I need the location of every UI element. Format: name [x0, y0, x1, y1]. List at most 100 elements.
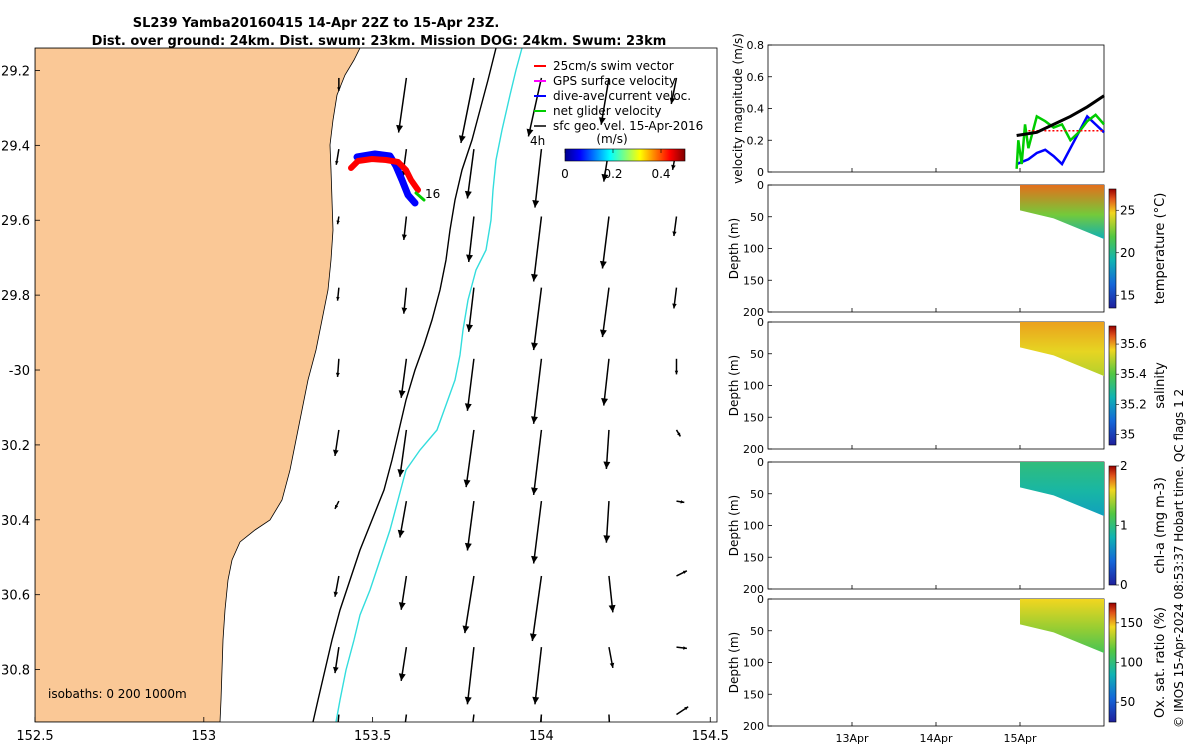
track-red: [348, 156, 421, 193]
panel-ylabel: velocity magnitude (m/s): [731, 33, 745, 184]
map-colorbar-ticks: 0 0.2 0.4: [561, 149, 671, 181]
lon-tick-label: 153.5: [354, 729, 391, 744]
lat-tick-label: -30: [9, 364, 30, 379]
geo-velocity-vector: [404, 714, 408, 722]
ytick-label: 200: [743, 720, 764, 733]
geo-velocity-vector: [608, 575, 616, 613]
colorbar-tick-label: 25: [1120, 203, 1135, 217]
geo-velocity-vector: [398, 646, 408, 682]
ytick-label: 0: [757, 593, 764, 606]
ytick-label: 200: [743, 443, 764, 456]
geo-velocity-vector: [397, 429, 408, 477]
legend-label-gps: GPS surface velocity: [553, 74, 676, 88]
side-note: © IMOS 15-Apr-2024 08:53:37 Hobart time.…: [1172, 389, 1186, 728]
legend-item-net: net glider velocity: [534, 104, 661, 118]
xtick-label: 14Apr: [919, 732, 953, 745]
colorbar-label: salinity: [1153, 362, 1168, 409]
colorbar-label: Ox. sat. ratio (%): [1153, 607, 1168, 718]
geo-velocity-vector: [333, 429, 340, 457]
lat-tick-label: 30.2: [1, 439, 30, 454]
colorbar-label: chl-a (mg m-3): [1153, 477, 1168, 574]
ytick-label: 50: [750, 211, 764, 224]
geo-velocity-vector: [674, 358, 679, 375]
panel-frame: [767, 44, 1105, 173]
profile-panel-2: Depth (m) 0 50 100 150 200 15 20 25 temperature (…: [727, 179, 1168, 319]
panel-colorbar: 0 1 2 chl-a (mg m-3): [1108, 459, 1168, 592]
map-legend: 25cm/s swim vector GPS surface velocity …: [534, 59, 703, 133]
legend-label-dive: dive-ave current veloc.: [553, 89, 691, 103]
section-data-patch: [1020, 599, 1104, 653]
track-blue: [353, 150, 419, 207]
lon-tick-label: 154: [529, 729, 554, 744]
ytick-label: 50: [750, 625, 764, 638]
glider-track: [348, 150, 426, 207]
panel-colorbar: 15 20 25 temperature (°C): [1108, 188, 1168, 309]
map-lat-ticks: 29.2 29.4 29.6 29.8 -30 30.2 30.4 30.6 30.8: [1, 64, 40, 679]
geo-velocity-vector: [396, 77, 408, 133]
geo-velocity-vector: [337, 714, 340, 722]
geo-velocity-vector: [336, 287, 340, 301]
colorbar-tick-label: 20: [1120, 246, 1135, 260]
xtick-label: 15Apr: [1003, 732, 1037, 745]
geo-velocity-vector: [603, 429, 611, 469]
geo-velocity-vector: [464, 149, 475, 199]
coastline-land: [35, 48, 361, 722]
ytick-label: 150: [743, 274, 764, 287]
geo-velocity-vector: [401, 216, 408, 240]
geo-velocity-vector: [532, 647, 543, 705]
ytick-label: 0.4: [747, 103, 765, 116]
geo-velocity-vector: [464, 358, 475, 411]
geo-velocity-vector: [398, 575, 408, 610]
ytick-label: 0.2: [747, 134, 765, 147]
geo-velocity-vector: [336, 216, 340, 225]
ytick-label: 50: [750, 348, 764, 361]
section-data-patch: [1020, 322, 1104, 376]
ytick-label: 200: [743, 306, 764, 319]
colorbar-bar: [1108, 188, 1117, 309]
geo-velocity-vector: [531, 358, 543, 424]
geo-velocity-vector: [601, 358, 610, 406]
ytick-label: 100: [743, 520, 764, 533]
ytick-label: 50: [750, 488, 764, 501]
geo-velocity-vector: [672, 287, 678, 309]
ytick-label: 150: [743, 411, 764, 424]
colorbar-tick-label: 35: [1120, 427, 1135, 441]
geo-velocity-vector: [466, 287, 475, 332]
colorbar-tick-label: 35.6: [1120, 337, 1147, 351]
profile-panels: velocity magnitude (m/s) 0 0.2 0.4 0.6 0.8 Dep…: [727, 33, 1168, 745]
ytick-label: 150: [743, 688, 764, 701]
ytick-label: 0.6: [747, 71, 765, 84]
colorbar-tick-label: 50: [1120, 695, 1135, 709]
panel-colorbar: 50 100 150 Ox. sat. ratio (%): [1108, 602, 1168, 723]
colorbar-tick-label: 1: [1120, 519, 1128, 533]
geo-velocity-vector: [531, 429, 543, 496]
panel-ylabel: Depth (m): [727, 632, 741, 693]
ytick-label: 0.8: [747, 39, 765, 52]
profile-panel-5: Depth (m) 0 50 100 150 200 50 100 150 Ox. sat. ra…: [727, 593, 1168, 745]
legend-label-net: net glider velocity: [553, 104, 661, 118]
colorbar-tick-label: 2: [1120, 459, 1128, 473]
panel-ylabel: Depth (m): [727, 218, 741, 279]
track-label: 16: [425, 187, 440, 201]
legend-item-dive: dive-ave current veloc.: [534, 89, 691, 103]
geostrophic-vectors: [333, 77, 689, 722]
section-data-patch: [1020, 185, 1104, 239]
profile-panel-1: velocity magnitude (m/s) 0 0.2 0.4 0.6 0.8: [731, 33, 1105, 184]
legend-item-swim: 25cm/s swim vector: [534, 59, 674, 73]
geo-velocity-vector: [676, 500, 685, 504]
map-frame: [34, 47, 718, 723]
geo-velocity-vector: [401, 287, 408, 314]
velocity-series-line: [1016, 94, 1105, 137]
map-cbar-tick-label: 0.2: [603, 167, 622, 181]
colorbar-tick-label: 150: [1120, 616, 1143, 630]
geo-velocity-vector: [676, 570, 688, 577]
colorbar-bar: [1108, 602, 1117, 723]
geo-velocity-vector: [529, 575, 543, 642]
colorbar-tick-label: 15: [1120, 288, 1135, 302]
track-green: [414, 191, 426, 202]
geo-velocity-vector: [669, 77, 678, 105]
geo-velocity-vector: [337, 77, 341, 91]
ytick-label: 150: [743, 551, 764, 564]
geo-velocity-vector: [531, 287, 543, 351]
